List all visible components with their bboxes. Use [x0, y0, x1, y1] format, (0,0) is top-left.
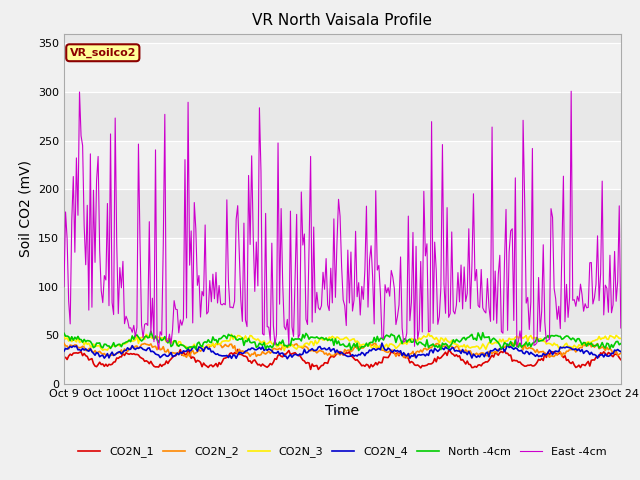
East -4cm [228, 304, 236, 310]
X-axis label: Time: Time [325, 405, 360, 419]
CO2N_4 [129, 343, 136, 348]
CO2N_2 [403, 355, 411, 360]
Text: VR_soilco2: VR_soilco2 [70, 48, 136, 58]
East -4cm [129, 329, 136, 335]
CO2N_3 [244, 336, 252, 342]
Line: CO2N_1: CO2N_1 [64, 349, 621, 370]
CO2N_2 [60, 340, 68, 346]
Line: CO2N_3: CO2N_3 [64, 334, 621, 350]
East -4cm [60, 284, 68, 289]
CO2N_4 [284, 356, 291, 361]
CO2N_4 [305, 348, 313, 354]
CO2N_1 [255, 361, 263, 367]
CO2N_1 [246, 358, 254, 364]
Line: CO2N_2: CO2N_2 [64, 343, 621, 358]
North -4cm [129, 333, 136, 339]
CO2N_1 [305, 360, 313, 366]
CO2N_2 [589, 341, 596, 347]
CO2N_1 [307, 367, 314, 372]
CO2N_2 [244, 351, 252, 357]
CO2N_1 [60, 355, 68, 360]
Title: VR North Vaisala Profile: VR North Vaisala Profile [252, 13, 433, 28]
CO2N_3 [129, 338, 136, 344]
East -4cm [255, 105, 263, 111]
East -4cm [155, 347, 163, 352]
CO2N_3 [226, 337, 234, 343]
East -4cm [305, 244, 313, 250]
East -4cm [617, 325, 625, 331]
CO2N_3 [254, 336, 262, 342]
Bar [64, 336, 621, 384]
CO2N_1 [234, 347, 241, 352]
CO2N_3 [305, 342, 313, 348]
North -4cm [255, 340, 263, 346]
CO2N_1 [589, 357, 596, 363]
CO2N_4 [60, 348, 68, 354]
Bar [64, 238, 621, 287]
CO2N_2 [129, 343, 136, 349]
East -4cm [246, 241, 254, 247]
North -4cm [305, 336, 313, 342]
CO2N_3 [424, 331, 432, 336]
North -4cm [246, 339, 254, 345]
CO2N_2 [303, 345, 311, 350]
CO2N_2 [508, 340, 516, 346]
Legend: CO2N_1, CO2N_2, CO2N_3, CO2N_4, North -4cm, East -4cm: CO2N_1, CO2N_2, CO2N_3, CO2N_4, North -4… [74, 442, 611, 462]
Line: East -4cm: East -4cm [64, 91, 621, 349]
North -4cm [617, 341, 625, 347]
CO2N_1 [226, 350, 234, 356]
CO2N_4 [617, 348, 625, 354]
CO2N_3 [280, 348, 288, 353]
CO2N_4 [254, 346, 262, 352]
North -4cm [60, 330, 68, 336]
Y-axis label: Soil CO2 (mV): Soil CO2 (mV) [19, 160, 33, 257]
CO2N_3 [589, 338, 596, 344]
East -4cm [567, 88, 575, 94]
CO2N_2 [617, 350, 625, 356]
CO2N_3 [617, 336, 625, 341]
North -4cm [228, 333, 236, 338]
East -4cm [589, 301, 596, 307]
Line: North -4cm: North -4cm [64, 331, 621, 350]
Bar [64, 43, 621, 92]
CO2N_4 [244, 346, 252, 352]
CO2N_4 [589, 352, 596, 358]
CO2N_2 [226, 341, 234, 347]
CO2N_4 [226, 352, 234, 358]
Line: CO2N_4: CO2N_4 [64, 343, 621, 359]
CO2N_1 [129, 351, 136, 357]
CO2N_3 [60, 334, 68, 340]
CO2N_1 [617, 357, 625, 362]
North -4cm [147, 328, 155, 334]
CO2N_4 [378, 340, 386, 346]
Bar [64, 141, 621, 189]
CO2N_2 [254, 352, 262, 358]
North -4cm [355, 348, 362, 353]
North -4cm [589, 343, 596, 349]
